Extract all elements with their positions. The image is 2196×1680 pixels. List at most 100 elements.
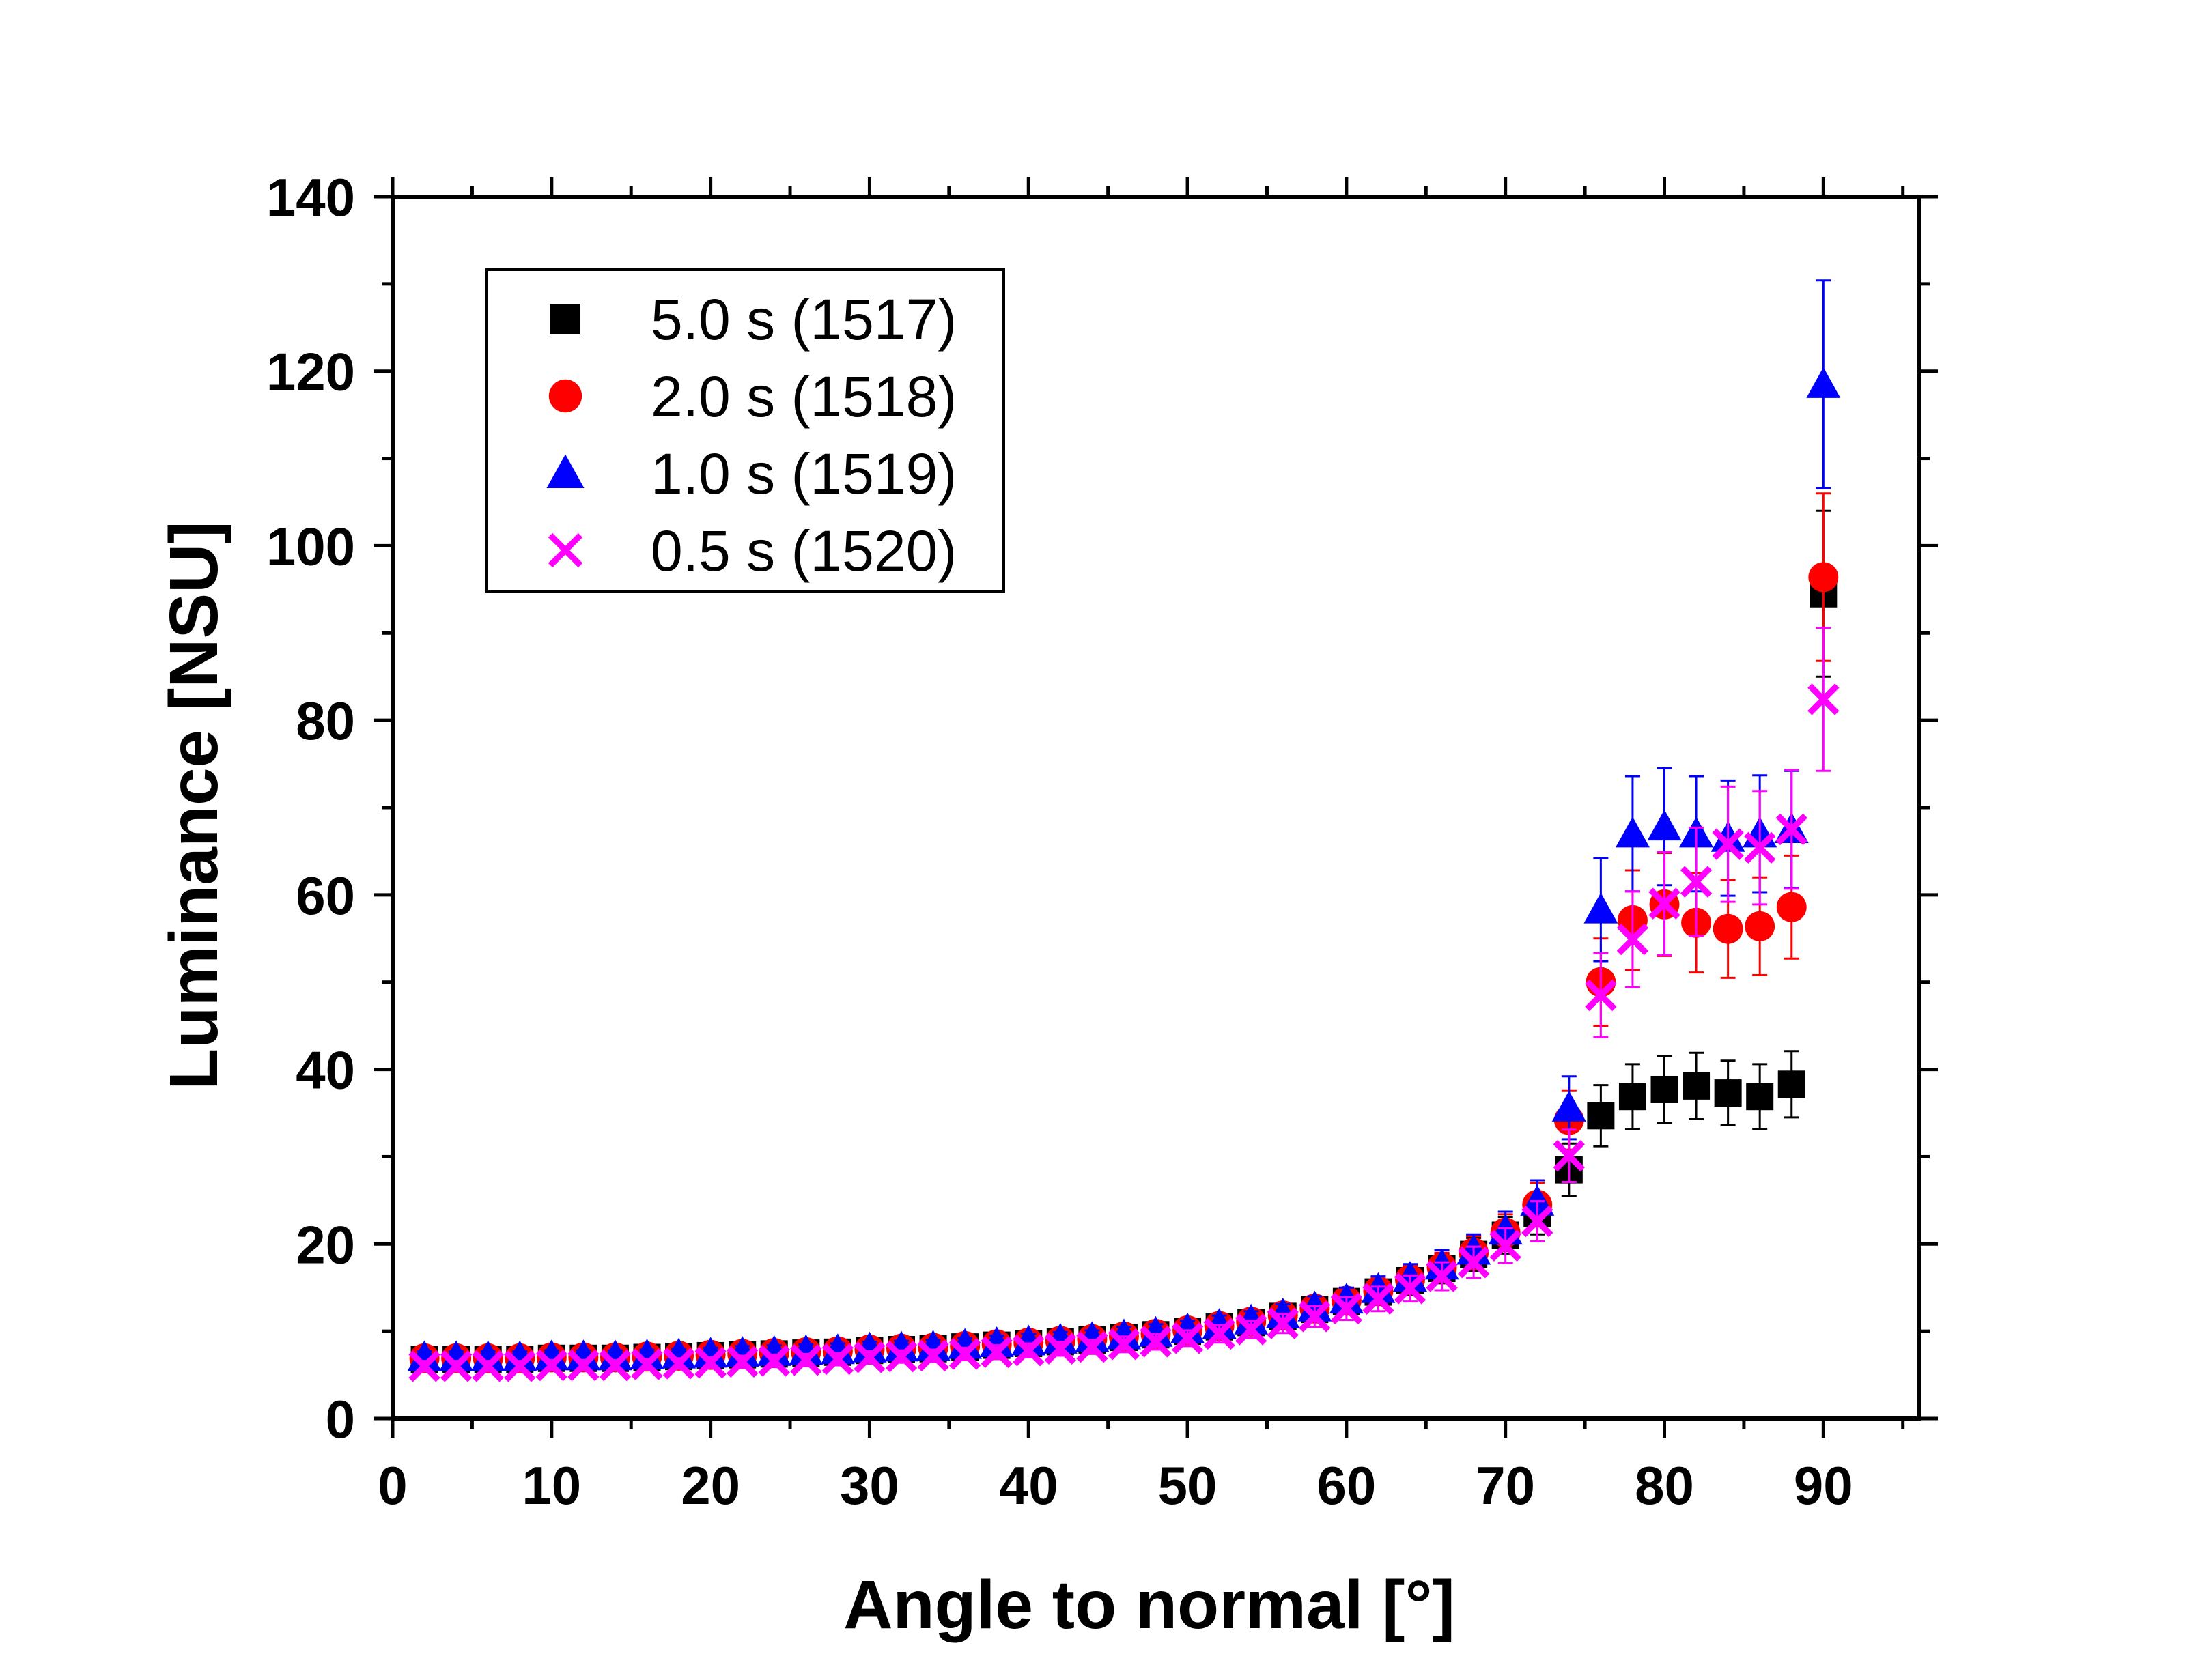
x-tick-label: 40 [999,1455,1058,1515]
data-point [472,1350,504,1382]
data-point [917,1339,949,1372]
x-marker-stroke [1330,1292,1363,1325]
data-point [662,1337,696,1369]
data-point [1714,1079,1742,1107]
x-marker-stroke [599,1349,632,1382]
data-point [470,1340,505,1371]
data-point [1712,828,1744,860]
x-tick-label: 30 [840,1455,899,1515]
y-axis-title: Luminance [NSU] [156,521,232,1090]
x-marker-stroke [917,1339,949,1372]
x-axis-title: Angle to normal [°] [843,1567,1455,1643]
legend-label: 5.0 s (1517) [651,287,957,352]
legend-marker [546,454,585,488]
data-point [821,1343,854,1376]
data-point [979,1326,1014,1358]
data-point [1680,866,1713,898]
data-point [1108,1328,1140,1361]
x-marker-stroke [1553,1139,1585,1172]
data-point [440,1350,473,1382]
data-point [503,1340,537,1371]
data-point [1362,1283,1394,1315]
y-tick-label: 100 [266,516,355,576]
legend-label: 1.0 s (1519) [651,442,957,506]
x-marker-stroke [1171,1322,1204,1354]
data-point [1647,810,1682,841]
legend-label: 0.5 s (1520) [651,519,957,583]
data-point [1076,1330,1108,1363]
data-point [1138,1315,1173,1347]
data-point [1044,1333,1076,1365]
x-marker-stroke [1108,1328,1140,1361]
data-point [1746,1083,1774,1111]
x-marker-stroke [758,1345,790,1377]
x-tick-label: 20 [681,1455,740,1515]
data-point [1457,1246,1490,1279]
data-point [790,1344,822,1376]
data-point [631,1348,663,1380]
x-tick-label: 70 [1476,1455,1535,1515]
data-point [694,1346,727,1379]
x-marker-stroke [662,1348,695,1380]
data-point [757,1335,791,1366]
data-point [1170,1312,1205,1343]
data-point [1745,911,1775,941]
x-marker-stroke [948,1338,981,1370]
x-marker-stroke [1521,1205,1553,1238]
data-point [1330,1292,1363,1325]
data-point [1648,887,1680,920]
x-marker-stroke [1235,1313,1267,1346]
data-point [662,1348,695,1380]
data-point [1043,1322,1078,1354]
x-tick-label: 50 [1158,1455,1217,1515]
legend-marker [548,379,582,413]
x-marker-stroke [548,532,583,568]
legend: 5.0 s (1517) 2.0 s (1518) 1.0 s (1519) 0.5 … [485,268,1005,593]
data-point [854,1341,886,1373]
y-tick-label: 80 [296,691,355,751]
data-point [407,1340,442,1371]
legend-marker [548,532,583,568]
data-point [1585,979,1617,1012]
data-point [1776,892,1807,922]
data-point [916,1330,951,1361]
x-marker-stroke [1267,1307,1299,1339]
x-marker-stroke [1489,1229,1521,1262]
data-point [566,1339,601,1371]
data-point [1551,1090,1586,1122]
data-point [567,1349,600,1382]
data-point [948,1328,983,1359]
y-tick-label: 140 [266,167,355,227]
data-point [630,1338,664,1369]
x-marker-stroke [1044,1333,1076,1365]
data-point [758,1345,790,1377]
data-point [1744,831,1776,864]
data-point [439,1340,474,1371]
x-marker-stroke [1616,923,1649,956]
x-marker-stroke [885,1341,918,1373]
x-marker-stroke [472,1350,504,1382]
data-point [885,1341,918,1373]
x-marker-stroke [1807,683,1840,715]
data-point [1583,892,1618,924]
y-tick-label: 0 [326,1389,355,1449]
y-tick-label: 20 [296,1214,355,1275]
x-marker-stroke [535,1349,567,1382]
data-point [1489,1229,1521,1262]
data-point [789,1334,824,1365]
data-point [535,1349,567,1382]
data-point [725,1336,760,1367]
x-marker-stroke [631,1348,663,1380]
series-layer [407,279,1841,1382]
data-point [1171,1322,1204,1354]
x-marker-stroke [504,1350,536,1382]
data-point [1615,816,1650,848]
x-marker-stroke [727,1346,759,1378]
data-point [1553,1139,1585,1172]
data-point [1616,923,1649,956]
x-marker-stroke [854,1341,886,1373]
x-marker-stroke [440,1350,473,1382]
data-point [1267,1307,1299,1339]
data-point [597,1339,632,1371]
